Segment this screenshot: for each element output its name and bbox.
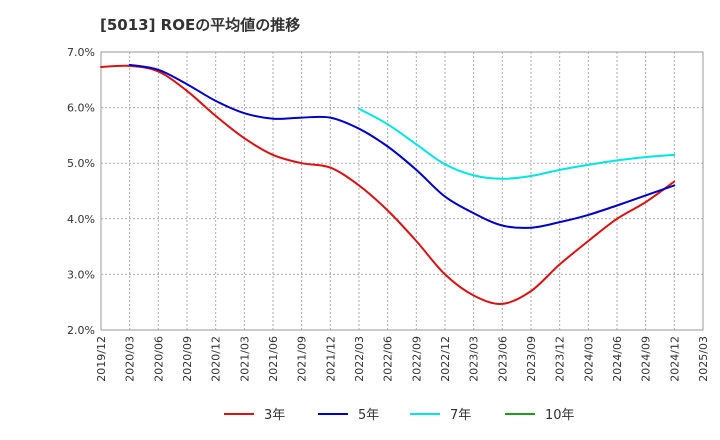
x-tick-label: 2019/12	[95, 336, 108, 382]
x-tick-label: 2021/12	[324, 336, 337, 382]
legend-label: 5年	[358, 408, 379, 423]
x-tick-label: 2024/09	[640, 336, 653, 382]
y-tick-label: 3.0%	[67, 268, 95, 281]
x-tick-label: 2022/09	[410, 336, 423, 382]
x-tick-label: 2023/09	[525, 336, 538, 382]
grid-layer	[100, 51, 704, 331]
y-tick-label: 4.0%	[67, 213, 95, 226]
x-tick-label: 2020/03	[124, 336, 137, 382]
x-tick-label: 2021/09	[296, 336, 309, 382]
x-tick-label: 2024/06	[611, 336, 624, 382]
x-tick-label: 2022/06	[382, 336, 395, 382]
legend-label: 7年	[450, 408, 471, 423]
y-tick-label: 7.0%	[67, 46, 95, 59]
series-line-1	[100, 64, 676, 305]
legend-label: 3年	[264, 408, 285, 423]
y-tick-label: 6.0%	[67, 102, 95, 115]
x-tick-label: 2023/03	[468, 336, 481, 382]
y-tick-label: 5.0%	[67, 157, 95, 170]
legend: 3年 5年 7年 10年	[224, 408, 575, 423]
x-tick-label: 2024/12	[668, 336, 681, 382]
legend-label: 10年	[545, 408, 575, 423]
x-tick-label: 2022/12	[439, 336, 452, 382]
axis-layer: 2.0% 3.0% 4.0% 5.0% 6.0% 7.0% 2019/12 2020/03 20…	[67, 46, 710, 382]
series-line-3	[358, 107, 676, 180]
x-tick-label: 2021/03	[238, 336, 251, 382]
plot-frame	[100, 51, 704, 331]
x-tick-label: 2022/03	[353, 336, 366, 382]
x-tick-label: 2020/12	[210, 336, 223, 382]
x-tick-label: 2025/03	[697, 336, 710, 382]
x-tick-label: 2023/12	[554, 336, 567, 382]
x-tick-label: 2021/06	[267, 336, 280, 382]
series-line-2	[128, 63, 676, 229]
y-tick-label: 2.0%	[67, 324, 95, 337]
x-tick-label: 2020/09	[181, 336, 194, 382]
series-layer	[100, 63, 676, 305]
x-tick-label: 2020/06	[152, 336, 165, 382]
x-tick-label: 2023/06	[496, 336, 509, 382]
chart-title: [5013] ROEの平均値の推移	[100, 16, 301, 34]
x-tick-label: 2024/03	[582, 336, 595, 382]
